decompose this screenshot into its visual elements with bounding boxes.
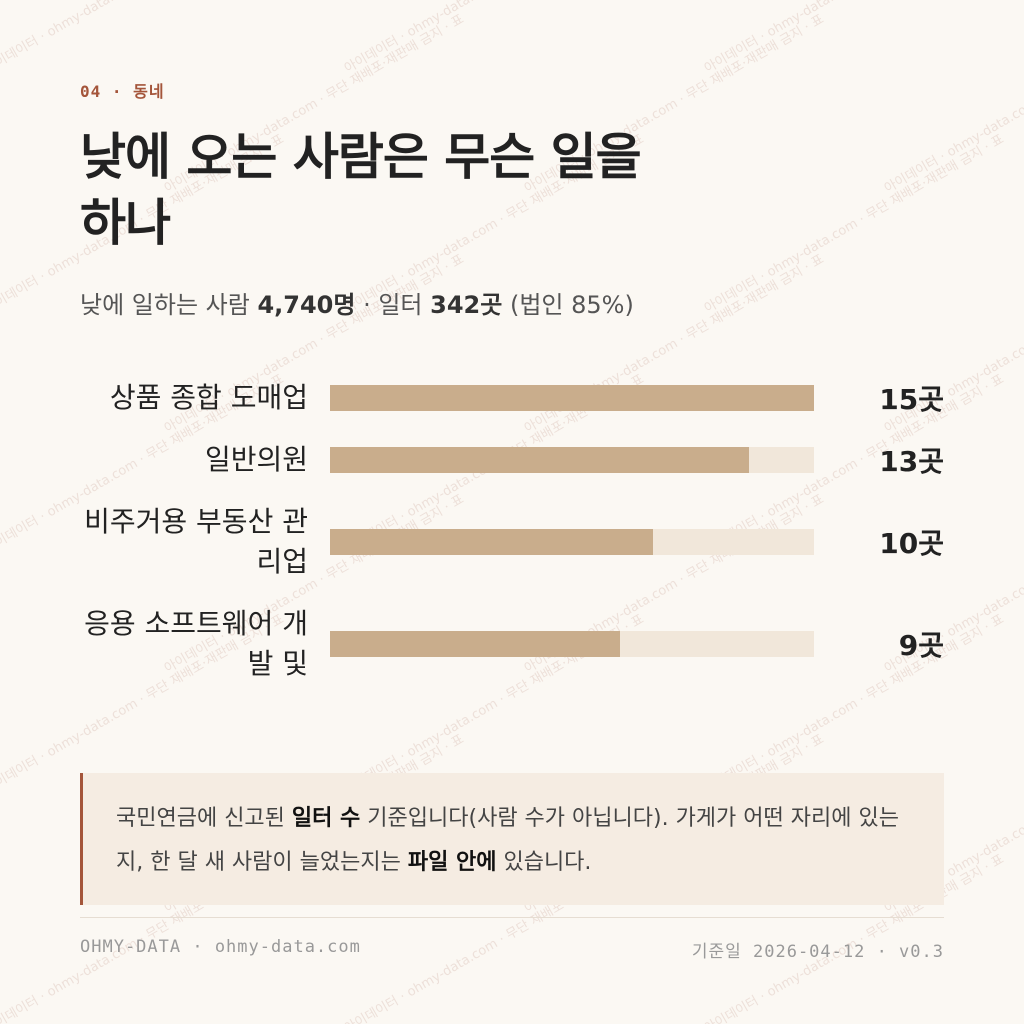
subtitle: 낮에 일하는 사람 4,740명 · 일터 342곳 (법인 85%) bbox=[80, 285, 634, 320]
eyebrow: 04 · 동네 bbox=[80, 82, 165, 101]
category-label: 비주거용 부동산 관리업 bbox=[84, 505, 308, 578]
bar bbox=[330, 631, 621, 657]
chart-title: 낮에 오는 사람은 무슨 일을 하나 bbox=[80, 128, 642, 252]
subtitle-text: 낮에 일하는 사람 bbox=[80, 291, 258, 319]
category-label: 응용 소프트웨어 개발 및 bbox=[84, 607, 308, 680]
note-text: 국민연금에 신고된 bbox=[116, 806, 292, 831]
subtitle-text: (법인 85%) bbox=[502, 291, 634, 319]
value-label: 13곳 bbox=[879, 445, 944, 478]
bar bbox=[330, 447, 750, 473]
value-label: 10곳 bbox=[879, 527, 944, 560]
watermark-text: 아이데이터 · ohmy-data.com · 무단 재배포·재판매 금지 · … bbox=[340, 0, 647, 76]
bar-track bbox=[330, 631, 814, 657]
bar-track bbox=[330, 385, 814, 411]
bar-row: 일반의원 13곳 bbox=[80, 440, 944, 480]
note-text: 기준입니다(사람 수가 아닙니다). 가게가 어떤 자리에 있는지, 한 달 새… bbox=[116, 806, 899, 875]
footer-date: 기준일 2026-04-12 · v0.3 bbox=[692, 937, 944, 962]
watermark-text: 아이데이터 · ohmy-data.com · 무단 재배포·재판매 금지 · … bbox=[700, 0, 1007, 76]
subtitle-strong: 4,740명 bbox=[257, 291, 356, 319]
subtitle-text: · 일터 bbox=[355, 291, 431, 319]
note-strong: 파일 안에 bbox=[407, 850, 497, 875]
bar-track bbox=[330, 529, 814, 555]
bar-row: 응용 소프트웨어 개발 및 9곳 bbox=[80, 604, 944, 684]
bar-row: 비주거용 부동산 관리업 10곳 bbox=[80, 502, 944, 582]
bar-row: 상품 종합 도매업 15곳 bbox=[80, 378, 944, 418]
note-strong: 일터 수 bbox=[291, 806, 361, 831]
watermark-text: 아이데이터 · ohmy-data.com · 무단 재배포·재판매 금지 · … bbox=[882, 12, 1024, 197]
watermark-text: 아이데이터 · ohmy-data.com · 무단 재배포·재판매 금지 · … bbox=[702, 131, 1007, 317]
note-text: 있습니다. bbox=[496, 850, 592, 875]
divider bbox=[80, 917, 944, 918]
value-label: 9곳 bbox=[898, 629, 944, 662]
subtitle-strong: 342곳 bbox=[430, 291, 503, 319]
footer-brand: OHMY-DATA · ohmy-data.com bbox=[80, 937, 361, 957]
bar bbox=[330, 385, 814, 411]
bar bbox=[330, 529, 653, 555]
bar-track bbox=[330, 447, 814, 473]
footer-date-label: 기준일 bbox=[691, 942, 742, 962]
watermark-text: 아이데이터 · ohmy-data.com · 무단 재배포·재판매 금지 · … bbox=[0, 0, 287, 76]
footer-date-value: 2026-04-12 · v0.3 bbox=[753, 942, 944, 962]
value-label: 15곳 bbox=[879, 383, 944, 416]
category-label: 일반의원 bbox=[204, 443, 308, 476]
category-label: 상품 종합 도매업 bbox=[109, 381, 308, 414]
note: 국민연금에 신고된 일터 수 기준입니다(사람 수가 아닙니다). 가게가 어떤… bbox=[80, 773, 944, 905]
